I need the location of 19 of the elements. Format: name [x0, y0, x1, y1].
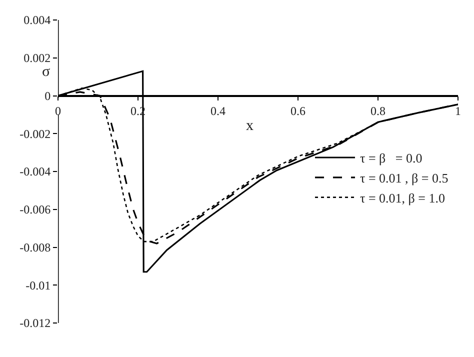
y-tick-label: -0.012 — [20, 316, 51, 330]
y-tick-label: -0.002 — [20, 126, 51, 141]
y-tick-label: -0.01 — [26, 278, 51, 292]
y-tick-label: 0.002 — [24, 51, 51, 66]
y-tick-label: -0.008 — [20, 240, 51, 254]
legend-label: τ = 0.01, β = 1.0 — [360, 190, 446, 206]
x-tick-label: 0.4 — [210, 104, 226, 118]
legend-label: τ = 0.01 , β = 0.5 — [360, 170, 448, 186]
x-tick-label: 1 — [455, 104, 461, 118]
y-tick-label: -0.004 — [20, 164, 51, 179]
x-axis-title: x — [246, 118, 254, 134]
y-tick-label: 0 — [44, 88, 51, 103]
y-axis-title: σ — [42, 64, 50, 80]
legend-label: τ = β = 0.0 — [360, 150, 422, 166]
x-tick-label: 0 — [55, 104, 61, 118]
x-tick-label: 0.8 — [370, 104, 386, 118]
y-tick-label: 0.004 — [24, 13, 51, 28]
x-tick-label: 0.6 — [290, 104, 306, 118]
y-tick-label: -0.006 — [20, 202, 51, 217]
